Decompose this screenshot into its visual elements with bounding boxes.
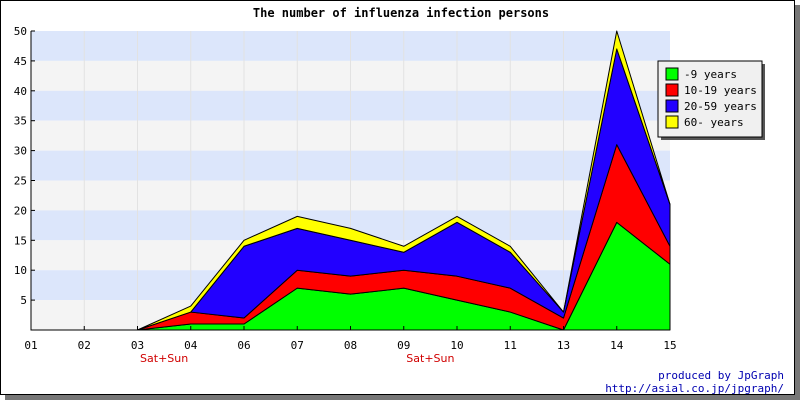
- x-tick-label: 11: [504, 339, 517, 352]
- x-tick-label: 13: [557, 339, 570, 352]
- x-tick-label: 03: [131, 339, 144, 352]
- legend-label: 60- years: [684, 116, 744, 129]
- x-tick-label: 15: [663, 339, 676, 352]
- x-tick-label: 09: [397, 339, 410, 352]
- y-tick-label: 5: [20, 294, 27, 307]
- legend-swatch: [665, 99, 679, 113]
- chart-title: The number of influenza infection person…: [253, 6, 549, 20]
- y-tick-label: 20: [14, 204, 27, 217]
- x-tick-label: 06: [237, 339, 250, 352]
- x-tick-label: 02: [78, 339, 91, 352]
- y-tick-label: 25: [14, 175, 27, 188]
- legend-label: -9 years: [684, 68, 737, 81]
- x-tick-label: 10: [450, 339, 463, 352]
- footer-produced-by: produced by JpGraph: [658, 369, 784, 382]
- y-tick-label: 15: [14, 234, 27, 247]
- influenza-area-chart: The number of influenza infection person…: [14, 6, 765, 365]
- x-tick-label: 14: [610, 339, 624, 352]
- weekend-note-label: Sat+Sun: [406, 352, 454, 365]
- weekend-note-label: Sat+Sun: [140, 352, 188, 365]
- footer-url[interactable]: http://asial.co.jp/jpgraph/: [605, 382, 784, 395]
- legend-label: 20-59 years: [684, 100, 757, 113]
- x-tick-label: 08: [344, 339, 357, 352]
- y-tick-label: 50: [14, 25, 27, 38]
- y-tick-label: 30: [14, 145, 27, 158]
- y-tick-label: 35: [14, 115, 27, 128]
- footer-credit: produced by JpGraph http://asial.co.jp/j…: [605, 369, 784, 395]
- area-series-60-years: [30, 30, 671, 331]
- x-tick-label: 04: [184, 339, 198, 352]
- legend-swatch: [665, 67, 679, 81]
- y-tick-label: 45: [14, 55, 27, 68]
- legend-swatch: [665, 115, 679, 129]
- y-tick-label: 10: [14, 264, 27, 277]
- legend-swatch: [665, 83, 679, 97]
- x-tick-label: 01: [24, 339, 37, 352]
- x-tick-label: 07: [291, 339, 304, 352]
- legend-label: 10-19 years: [684, 84, 757, 97]
- y-tick-label: 40: [14, 85, 27, 98]
